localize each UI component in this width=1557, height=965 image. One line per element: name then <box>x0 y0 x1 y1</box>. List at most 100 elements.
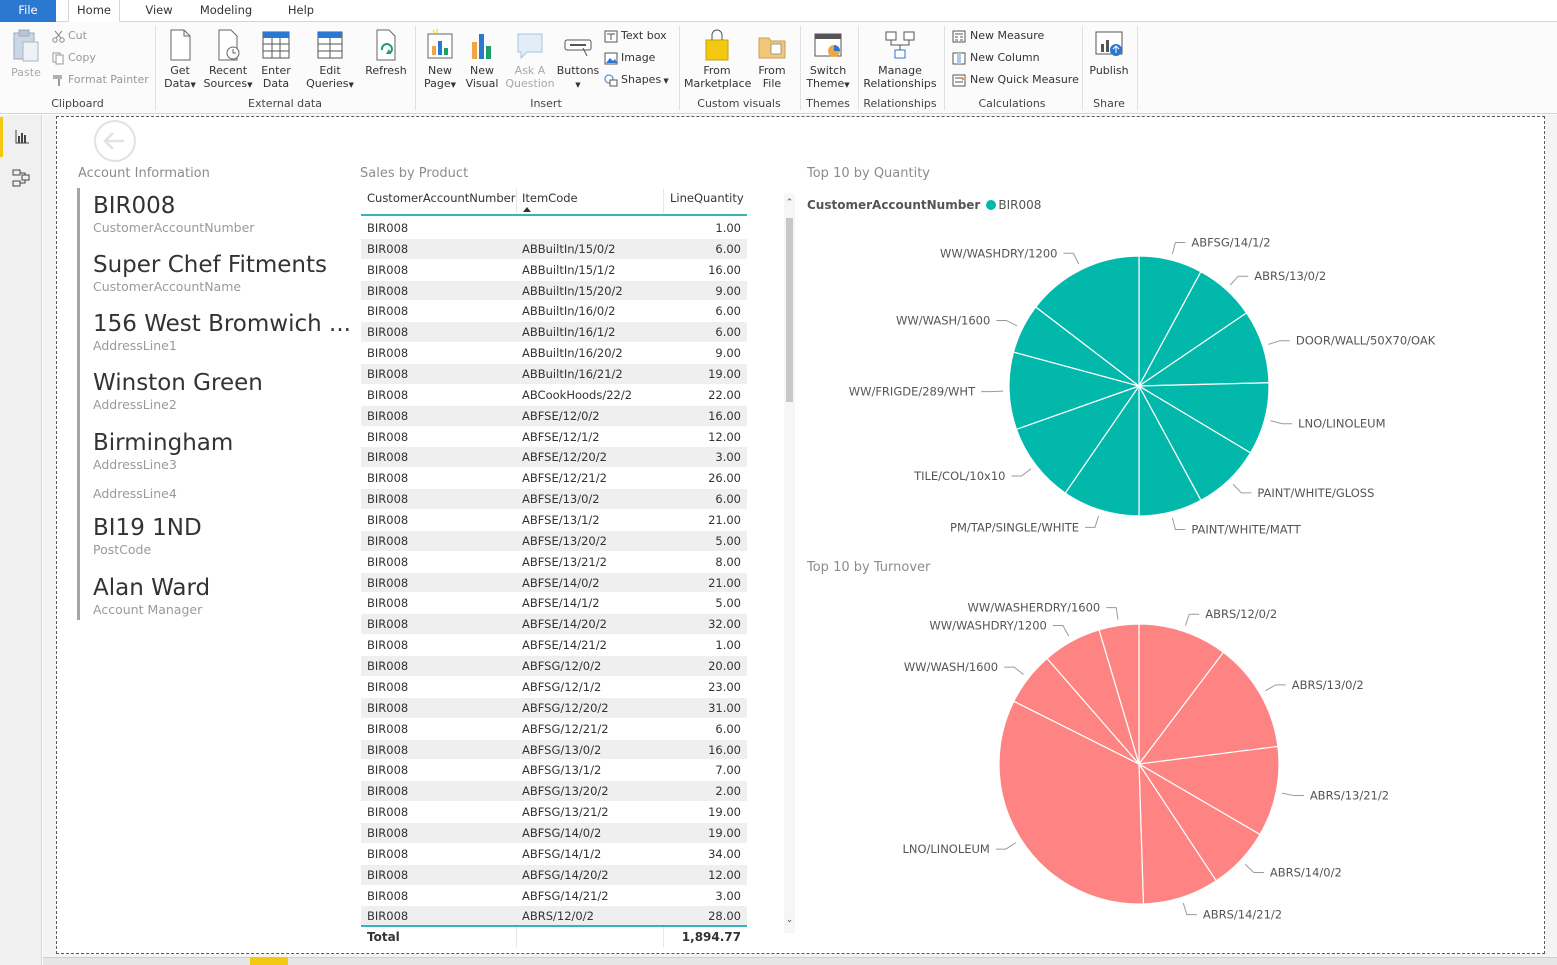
column-divider[interactable] <box>663 189 664 213</box>
cell-quantity: 6.00 <box>715 325 741 340</box>
table-row[interactable]: BIR008 ABFSE/13/20/2 5.00 <box>361 530 747 552</box>
switch-theme-button[interactable]: Switch Theme▼ <box>804 28 852 92</box>
paste-button[interactable]: Paste <box>6 28 46 79</box>
column-header-account[interactable]: CustomerAccountNumber <box>367 191 516 205</box>
table-row[interactable]: BIR008 ABFSG/12/1/2 23.00 <box>361 677 747 698</box>
new-page-button[interactable]: New Page▼ <box>420 28 460 92</box>
table-row[interactable]: BIR008 ABFSE/12/0/2 16.00 <box>361 405 747 427</box>
tab-modeling[interactable]: Modeling <box>199 3 253 17</box>
table-row[interactable]: BIR008 ABBuiltIn/15/0/2 6.00 <box>361 238 747 260</box>
tab-file[interactable]: File <box>0 0 56 22</box>
table-row[interactable]: BIR008 ABFSG/13/20/2 2.00 <box>361 781 747 803</box>
table-row[interactable]: BIR008 ABBuiltIn/16/1/2 6.00 <box>361 322 747 344</box>
pie-slice[interactable] <box>1064 384 1140 517</box>
shapes-button[interactable]: Shapes ▼ <box>604 72 669 88</box>
ask-a-question-button[interactable]: Ask A Question <box>504 28 556 90</box>
recent-sources-button[interactable]: Recent Sources▼ <box>202 28 254 92</box>
tab-help[interactable]: Help <box>287 3 315 17</box>
table-row[interactable]: BIR008 ABFSE/12/20/2 3.00 <box>361 447 747 469</box>
chart-legend[interactable]: CustomerAccountNumber BIR008 <box>807 198 1041 212</box>
scroll-up-icon[interactable]: ⌃ <box>785 198 794 208</box>
table-row[interactable]: BIR008 ABFSE/12/1/2 12.00 <box>361 427 747 448</box>
edit-queries-icon <box>317 31 343 59</box>
pie-slice[interactable] <box>1137 651 1279 765</box>
pie-slice[interactable] <box>1138 623 1225 766</box>
pie-slice[interactable] <box>998 700 1145 905</box>
table-row[interactable]: BIR008 ABFSE/13/21/2 8.00 <box>361 552 747 573</box>
table-row[interactable]: BIR008 1.00 <box>361 218 747 239</box>
table-row[interactable]: BIR008 ABFSG/14/20/2 12.00 <box>361 864 747 886</box>
new-measure-button[interactable]: New Measure <box>952 28 1044 44</box>
table-scrollbar-thumb[interactable] <box>786 218 793 402</box>
get-data-button[interactable]: Get Data▼ <box>160 28 200 92</box>
table-row[interactable]: BIR008 ABFSG/13/21/2 19.00 <box>361 802 747 823</box>
from-marketplace-button[interactable]: From Marketplace <box>684 28 751 90</box>
table-row[interactable]: BIR008 ABBuiltIn/16/20/2 9.00 <box>361 343 747 365</box>
table-row[interactable]: BIR008 ABBuiltIn/16/21/2 19.00 <box>361 364 747 385</box>
table-row[interactable]: BIR008 ABFSG/14/21/2 3.00 <box>361 886 747 907</box>
account-card[interactable]: BIR008 CustomerAccountNumber Super Chef … <box>77 188 351 620</box>
table-row[interactable]: BIR008 ABFSE/13/0/2 6.00 <box>361 489 747 511</box>
sort-ascending-icon[interactable] <box>523 207 531 212</box>
slice-leader-line <box>1063 252 1080 265</box>
refresh-label: Refresh <box>365 64 407 77</box>
publish-button[interactable]: Publish <box>1086 28 1132 77</box>
back-arrow-icon[interactable] <box>93 119 137 163</box>
pie-slice[interactable] <box>1015 384 1141 494</box>
new-visual-button[interactable]: New Visual <box>462 28 502 90</box>
table-row[interactable]: BIR008 ABFSE/13/1/2 21.00 <box>361 510 747 531</box>
table-row[interactable]: BIR008 ABBuiltIn/16/0/2 6.00 <box>361 301 747 323</box>
recent-sources-icon <box>218 29 240 61</box>
switch-theme-label-2: Theme <box>806 77 845 90</box>
cell-itemcode: ABFSE/12/1/2 <box>522 429 600 444</box>
column-divider[interactable] <box>516 189 517 213</box>
column-header-linequantity[interactable]: LineQuantity <box>670 191 744 205</box>
manage-relationships-button[interactable]: Manage Relationships <box>862 28 938 90</box>
new-quick-measure-button[interactable]: New Quick Measure <box>952 72 1079 88</box>
pie-slice[interactable] <box>1098 623 1140 765</box>
pie-slice[interactable] <box>1137 745 1280 836</box>
copy-button[interactable]: Copy <box>52 50 96 66</box>
table-row[interactable]: BIR008 ABFSG/12/0/2 20.00 <box>361 656 747 677</box>
column-header-itemcode[interactable]: ItemCode <box>522 191 578 205</box>
enter-data-button[interactable]: Enter Data <box>256 28 296 90</box>
top10-quantity-pie-chart[interactable]: ABFSG/14/1/2 ABRS/13/0/2 DOOR/WALL/50X70/O… <box>806 225 1546 555</box>
data-view-button[interactable] <box>0 159 42 199</box>
buttons-button[interactable]: Buttons ▼ <box>556 28 600 92</box>
table-row[interactable]: BIR008 ABCookHoods/22/2 22.00 <box>361 385 747 406</box>
table-scrollbar[interactable] <box>784 193 795 933</box>
table-row[interactable]: BIR008 ABFSE/14/1/2 5.00 <box>361 593 747 615</box>
pie-slice[interactable] <box>1034 255 1140 388</box>
from-file-button[interactable]: From File <box>752 28 792 90</box>
table-row[interactable]: BIR008 ABFSG/12/20/2 31.00 <box>361 697 747 719</box>
edit-queries-label-2: Queries <box>306 77 349 90</box>
table-row[interactable]: BIR008 ABFSE/12/21/2 26.00 <box>361 468 747 490</box>
tab-view[interactable]: View <box>145 3 173 17</box>
refresh-button[interactable]: Refresh <box>362 28 410 77</box>
table-row[interactable]: BIR008 ABFSG/13/1/2 7.00 <box>361 760 747 782</box>
image-button[interactable]: Image <box>604 50 655 66</box>
report-view-button[interactable] <box>0 117 42 157</box>
table-row[interactable]: BIR008 ABFSG/14/1/2 34.00 <box>361 844 747 865</box>
table-row[interactable]: BIR008 ABFSE/14/21/2 1.00 <box>361 635 747 657</box>
table-row[interactable]: BIR008 ABFSG/14/0/2 19.00 <box>361 822 747 844</box>
pie-slice[interactable] <box>1008 351 1142 431</box>
page-tab-active[interactable] <box>250 957 288 965</box>
table-row[interactable]: BIR008 ABFSG/13/0/2 16.00 <box>361 739 747 761</box>
format-painter-button[interactable]: Format Painter <box>52 72 149 88</box>
edit-queries-button[interactable]: Edit Queries▼ <box>304 28 356 92</box>
scroll-down-icon[interactable]: ⌄ <box>785 915 794 925</box>
table-row[interactable]: BIR008 ABFSG/12/21/2 6.00 <box>361 719 747 740</box>
top10-turnover-pie-chart[interactable]: ABRS/12/0/2 ABRS/13/0/2 ABRS/13/21/2 ABRS/1… <box>806 590 1546 940</box>
tab-home[interactable]: Home <box>68 0 120 23</box>
table-row[interactable]: BIR008 ABBuiltIn/15/1/2 16.00 <box>361 260 747 281</box>
table-row[interactable]: BIR008 ABBuiltIn/15/20/2 9.00 <box>361 280 747 302</box>
from-file-label-2: File <box>762 77 782 90</box>
text-box-button[interactable]: Text box <box>604 28 667 44</box>
new-column-button[interactable]: New Column <box>952 50 1040 66</box>
cut-button[interactable]: Cut <box>52 28 87 44</box>
cell-account: BIR008 <box>367 283 409 298</box>
table-row[interactable]: BIR008 ABFSE/14/20/2 32.00 <box>361 614 747 636</box>
table-row[interactable]: BIR008 ABFSE/14/0/2 21.00 <box>361 572 747 594</box>
legend-entry[interactable]: BIR008 <box>998 198 1042 212</box>
